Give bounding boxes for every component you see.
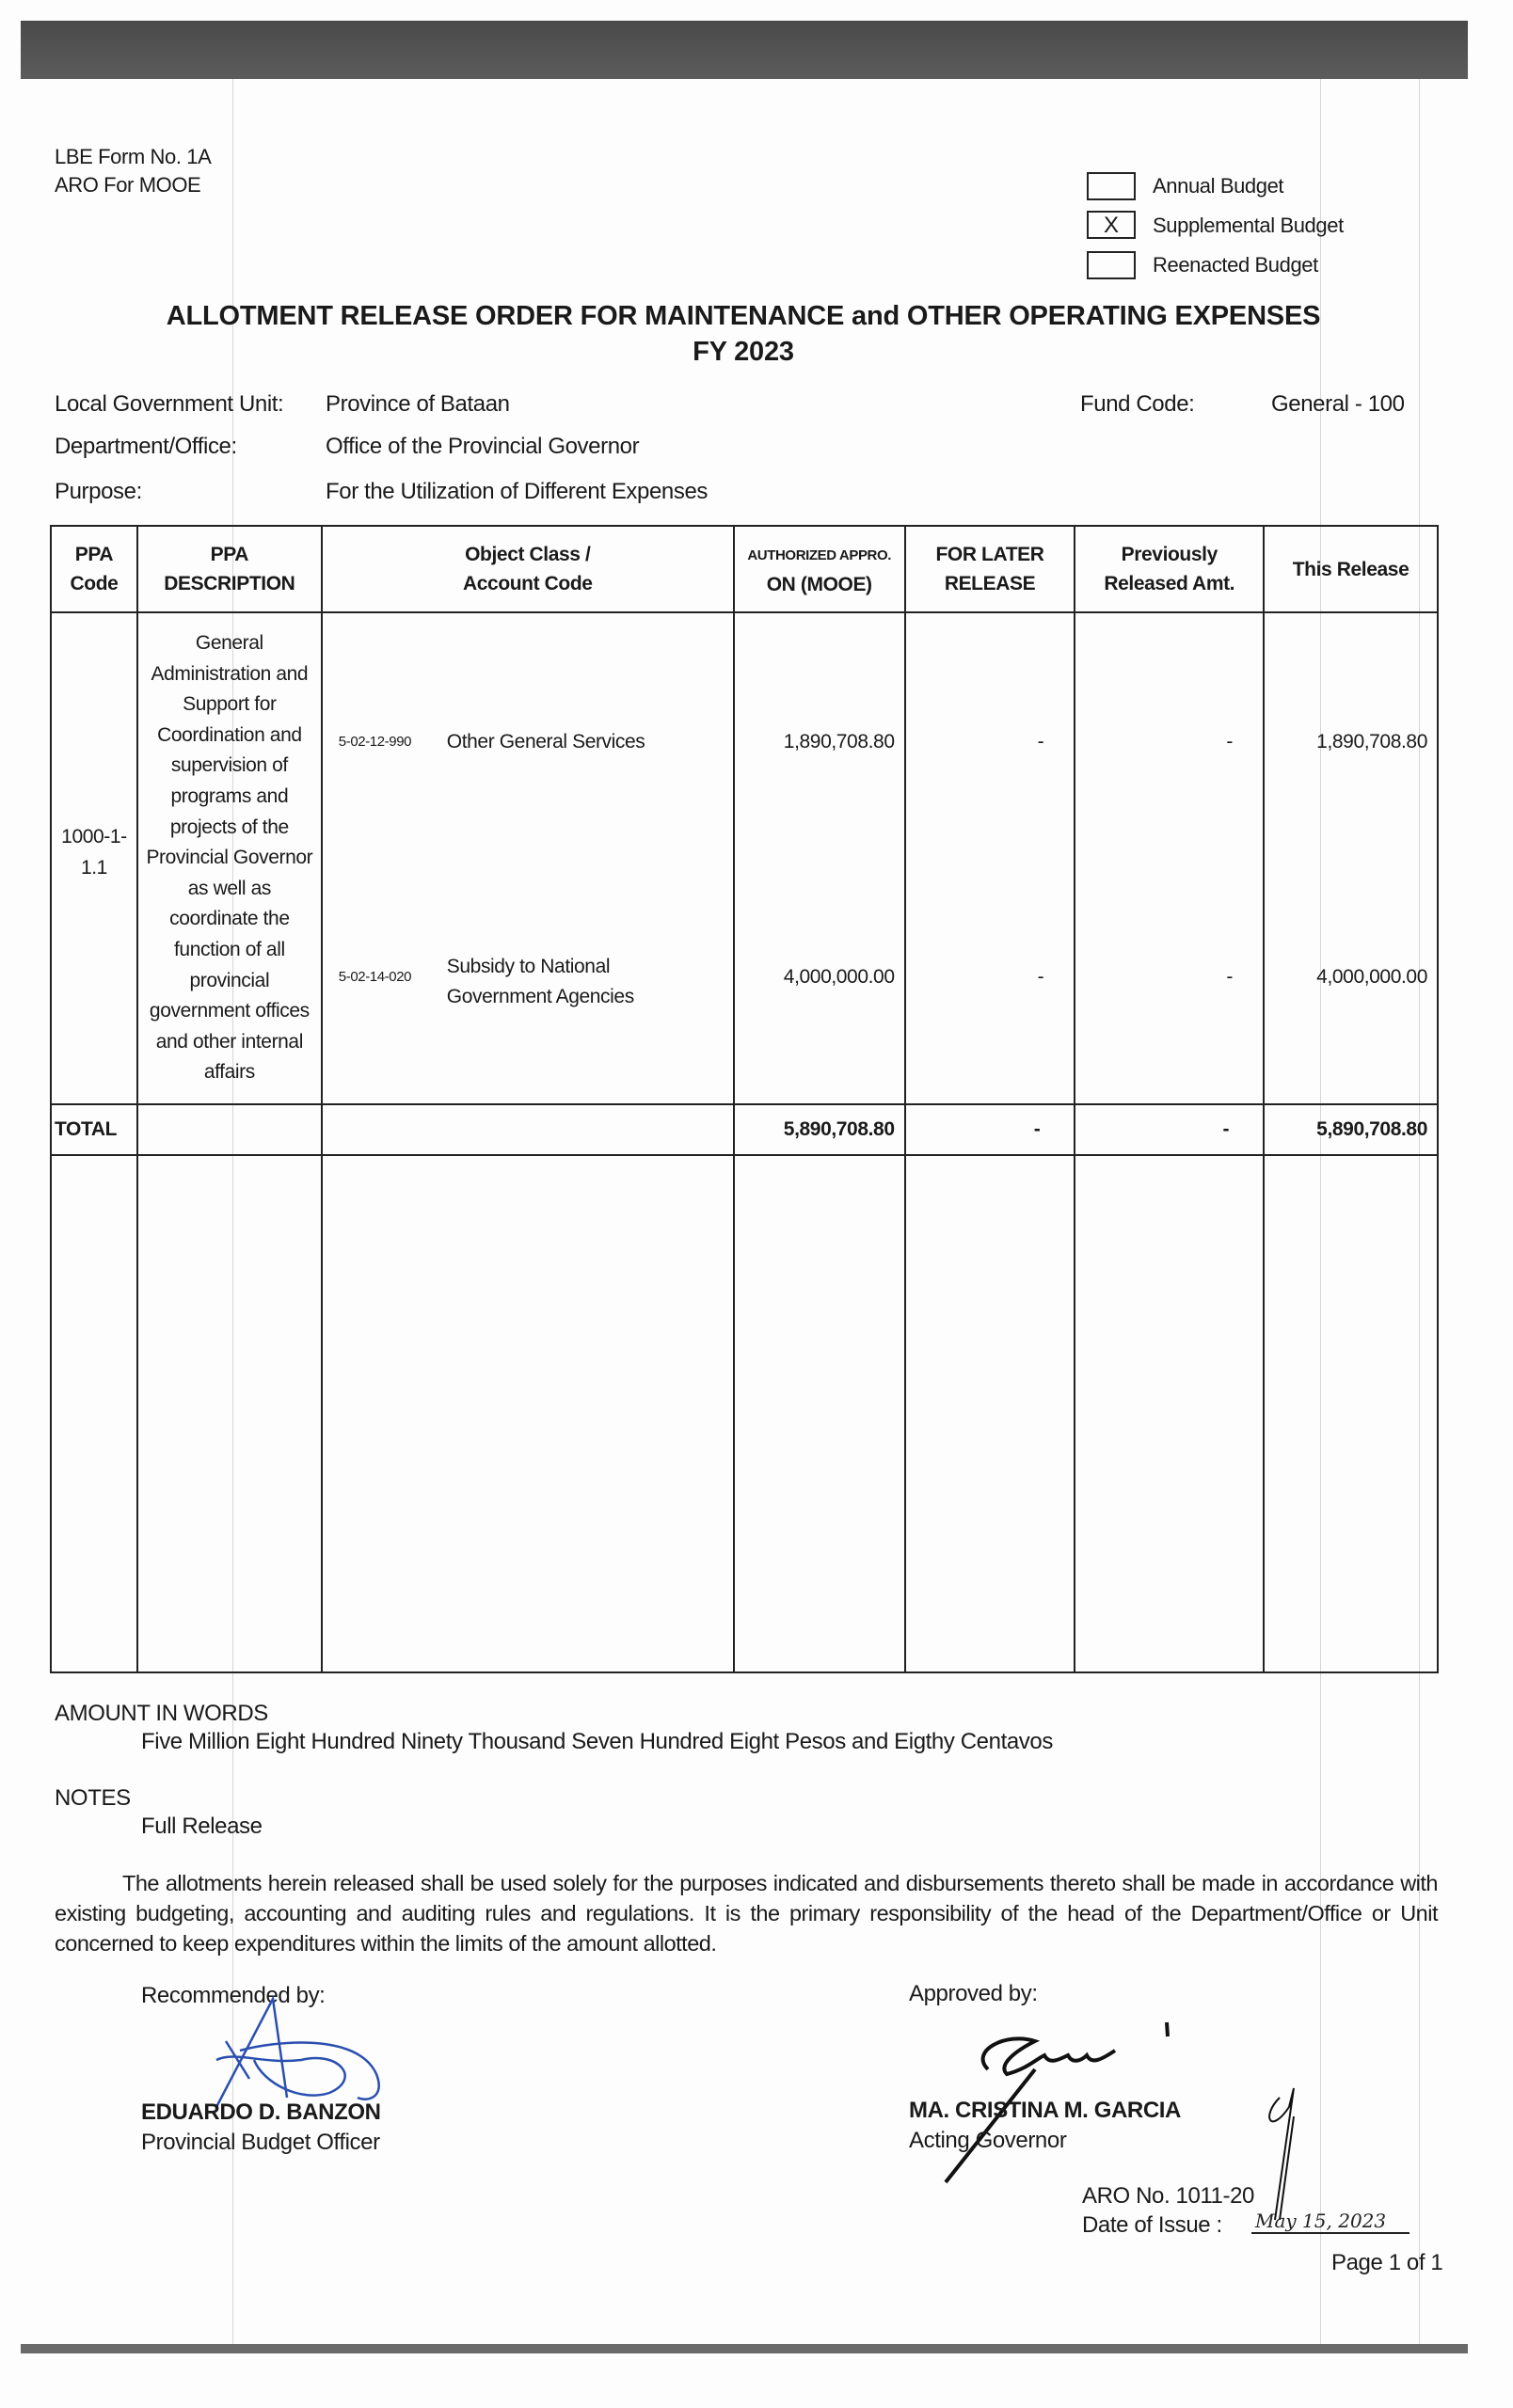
object-class: Other General Services xyxy=(446,731,645,752)
header-authorized: AUTHORIZED APPRO. ON (MOOE) xyxy=(732,525,906,613)
fund-code-value: General - 100 xyxy=(1271,391,1405,417)
for-later-amount: - xyxy=(1037,966,1044,988)
recommended-by-label: Recommended by: xyxy=(141,1983,326,2008)
fiscal-year: FY 2023 xyxy=(693,337,794,367)
total-label: TOTAL xyxy=(50,1103,138,1156)
header-for-later-release: FOR LATER RELEASE xyxy=(903,525,1076,613)
total-previously: - xyxy=(1074,1103,1266,1156)
authorized-cell: 1,890,708.80 4,000,000.00 xyxy=(732,611,906,1105)
form-type: ARO For MOOE xyxy=(55,173,201,197)
department-label: Department/Office: xyxy=(55,434,237,459)
account-code: 5-02-12-990 xyxy=(338,734,412,750)
previously-amount: - xyxy=(1226,966,1233,988)
object-class-cell: 5-02-12-990 Other General Services 5-02-… xyxy=(320,611,735,1105)
department-value: Office of the Provincial Governor xyxy=(326,434,640,459)
this-release-amount: 4,000,000.00 xyxy=(1316,966,1427,988)
recommended-title: Provincial Budget Officer xyxy=(141,2130,380,2155)
header-this-release: This Release xyxy=(1263,525,1439,613)
header-object-class: Object Class / Account Code xyxy=(320,525,735,613)
date-of-issue-label: Date of Issue : xyxy=(1082,2212,1222,2238)
scan-bottom-band xyxy=(21,2344,1468,2353)
table-header-row: PPA Code PPA DESCRIPTION Object Class / Acc… xyxy=(50,525,1439,613)
allotment-table: PPA Code PPA DESCRIPTION Object Class / Acc… xyxy=(50,525,1439,1673)
supplemental-budget-checkbox[interactable]: X xyxy=(1087,211,1136,239)
empty-row xyxy=(50,1154,1439,1673)
release-terms-paragraph: The allotments herein released shall be … xyxy=(55,1871,1439,1956)
header-previously-released: Previously Released Amt. xyxy=(1074,525,1266,613)
previously-amount: - xyxy=(1226,731,1233,752)
initials-mark xyxy=(1268,2087,1295,2221)
fund-code-label: Fund Code: xyxy=(1080,391,1195,417)
total-authorized: 5,890,708.80 xyxy=(732,1103,906,1156)
scan-top-band xyxy=(21,21,1468,79)
object-class: Subsidy to National Government Agencies xyxy=(446,956,634,1007)
purpose-label: Purpose: xyxy=(55,479,142,504)
document-title: ALLOTMENT RELEASE ORDER FOR MAINTENANCE … xyxy=(166,301,1321,331)
authorized-amount: 4,000,000.00 xyxy=(783,966,895,988)
total-this-release: 5,890,708.80 xyxy=(1263,1103,1439,1156)
recommended-signature xyxy=(215,1994,380,2108)
form-number: LBE Form No. 1A xyxy=(55,145,212,168)
page-number: Page 1 of 1 xyxy=(1331,2250,1443,2275)
notes-label: NOTES xyxy=(55,1785,131,1811)
ppa-description: General Administration and Support for C… xyxy=(146,632,313,1084)
date-of-issue-value: May 15, 2023 xyxy=(1251,2210,1409,2234)
amount-in-words-value: Five Million Eight Hundred Ninety Thousa… xyxy=(141,1729,1053,1754)
for-later-cell: - - xyxy=(903,611,1076,1105)
notes-value: Full Release xyxy=(141,1814,263,1839)
ppa-description-cell: General Administration and Support for C… xyxy=(135,611,323,1105)
aro-number: ARO No. 1011-20 xyxy=(1082,2183,1254,2209)
reenacted-budget-label: Reenacted Budget xyxy=(1153,253,1318,277)
empty-cell xyxy=(320,1103,735,1156)
header-ppa-description: PPA DESCRIPTION xyxy=(135,525,323,613)
amount-in-words-label: AMOUNT IN WORDS xyxy=(55,1701,268,1726)
purpose-value: For the Utilization of Different Expense… xyxy=(326,479,709,504)
supplemental-budget-label: Supplemental Budget xyxy=(1153,214,1344,237)
approved-signature xyxy=(944,2021,1170,2184)
account-code: 5-02-14-020 xyxy=(338,969,412,985)
reenacted-budget-checkbox[interactable] xyxy=(1087,251,1136,279)
total-row: TOTAL 5,890,708.80 - - 5,890,708.80 xyxy=(50,1103,1439,1156)
table-row: 1000-1-1.1 General Administration and Su… xyxy=(50,611,1439,1105)
recommended-name: EDUARDO D. BANZON xyxy=(141,2099,381,2125)
approved-by-label: Approved by: xyxy=(909,1981,1038,2006)
for-later-amount: - xyxy=(1037,731,1044,752)
approved-title: Acting Governor xyxy=(909,2128,1067,2153)
lgu-label: Local Government Unit: xyxy=(55,391,284,417)
header-ppa-code: PPA Code xyxy=(50,525,138,613)
authorized-amount: 1,890,708.80 xyxy=(783,731,895,752)
lgu-value: Province of Bataan xyxy=(326,391,510,417)
ppa-code-cell: 1000-1-1.1 xyxy=(50,611,138,1105)
total-for-later: - xyxy=(903,1103,1076,1156)
this-release-cell: 1,890,708.80 4,000,000.00 xyxy=(1263,611,1439,1105)
this-release-amount: 1,890,708.80 xyxy=(1316,731,1427,752)
ppa-code: 1000-1-1.1 xyxy=(61,826,127,879)
previously-cell: - - xyxy=(1074,611,1266,1105)
annual-budget-label: Annual Budget xyxy=(1153,174,1284,198)
approved-name: MA. CRISTINA M. GARCIA xyxy=(909,2098,1181,2123)
empty-cell xyxy=(135,1103,323,1156)
annual-budget-checkbox[interactable] xyxy=(1087,172,1136,200)
